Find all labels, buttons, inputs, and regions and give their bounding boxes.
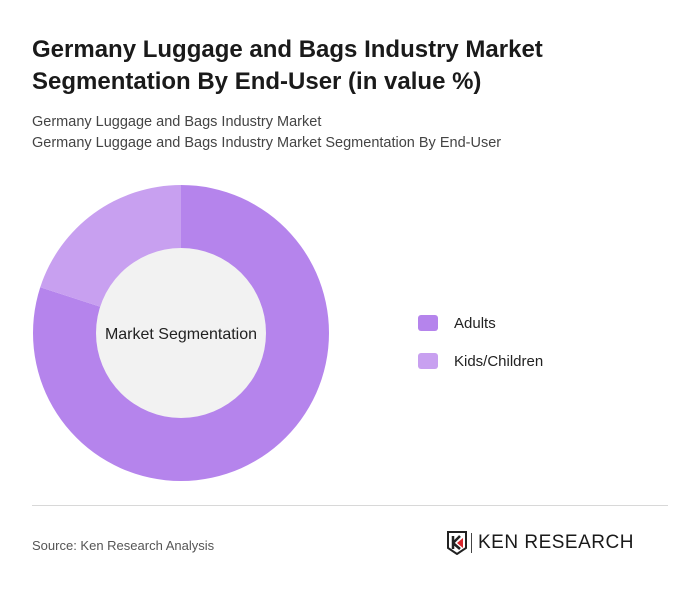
legend-swatch bbox=[418, 315, 438, 331]
logo-shield-icon bbox=[447, 531, 467, 555]
logo-divider bbox=[471, 533, 472, 553]
legend-label: Adults bbox=[454, 314, 496, 332]
source-text: Source: Ken Research Analysis bbox=[32, 538, 215, 553]
legend-label: Kids/Children bbox=[454, 352, 544, 370]
center-label: Market Segmentation bbox=[105, 326, 257, 343]
subtitle-2: Germany Luggage and Bags Industry Market… bbox=[32, 135, 502, 151]
page-title: Germany Luggage and Bags Industry Market… bbox=[32, 36, 543, 95]
legend: Adults Kids/Children bbox=[418, 304, 543, 380]
legend-item-adults: Adults bbox=[418, 304, 543, 342]
legend-item-kids: Kids/Children bbox=[418, 342, 543, 380]
donut-chart: Market Segmentation bbox=[32, 185, 330, 481]
ken-research-logo: KEN RESEARCH bbox=[447, 531, 634, 555]
subtitle: Germany Luggage and Bags Industry Market bbox=[32, 114, 322, 130]
legend-swatch bbox=[418, 353, 438, 369]
divider bbox=[32, 505, 668, 506]
donut-hole bbox=[96, 248, 266, 418]
logo-text: KEN RESEARCH bbox=[478, 532, 634, 553]
